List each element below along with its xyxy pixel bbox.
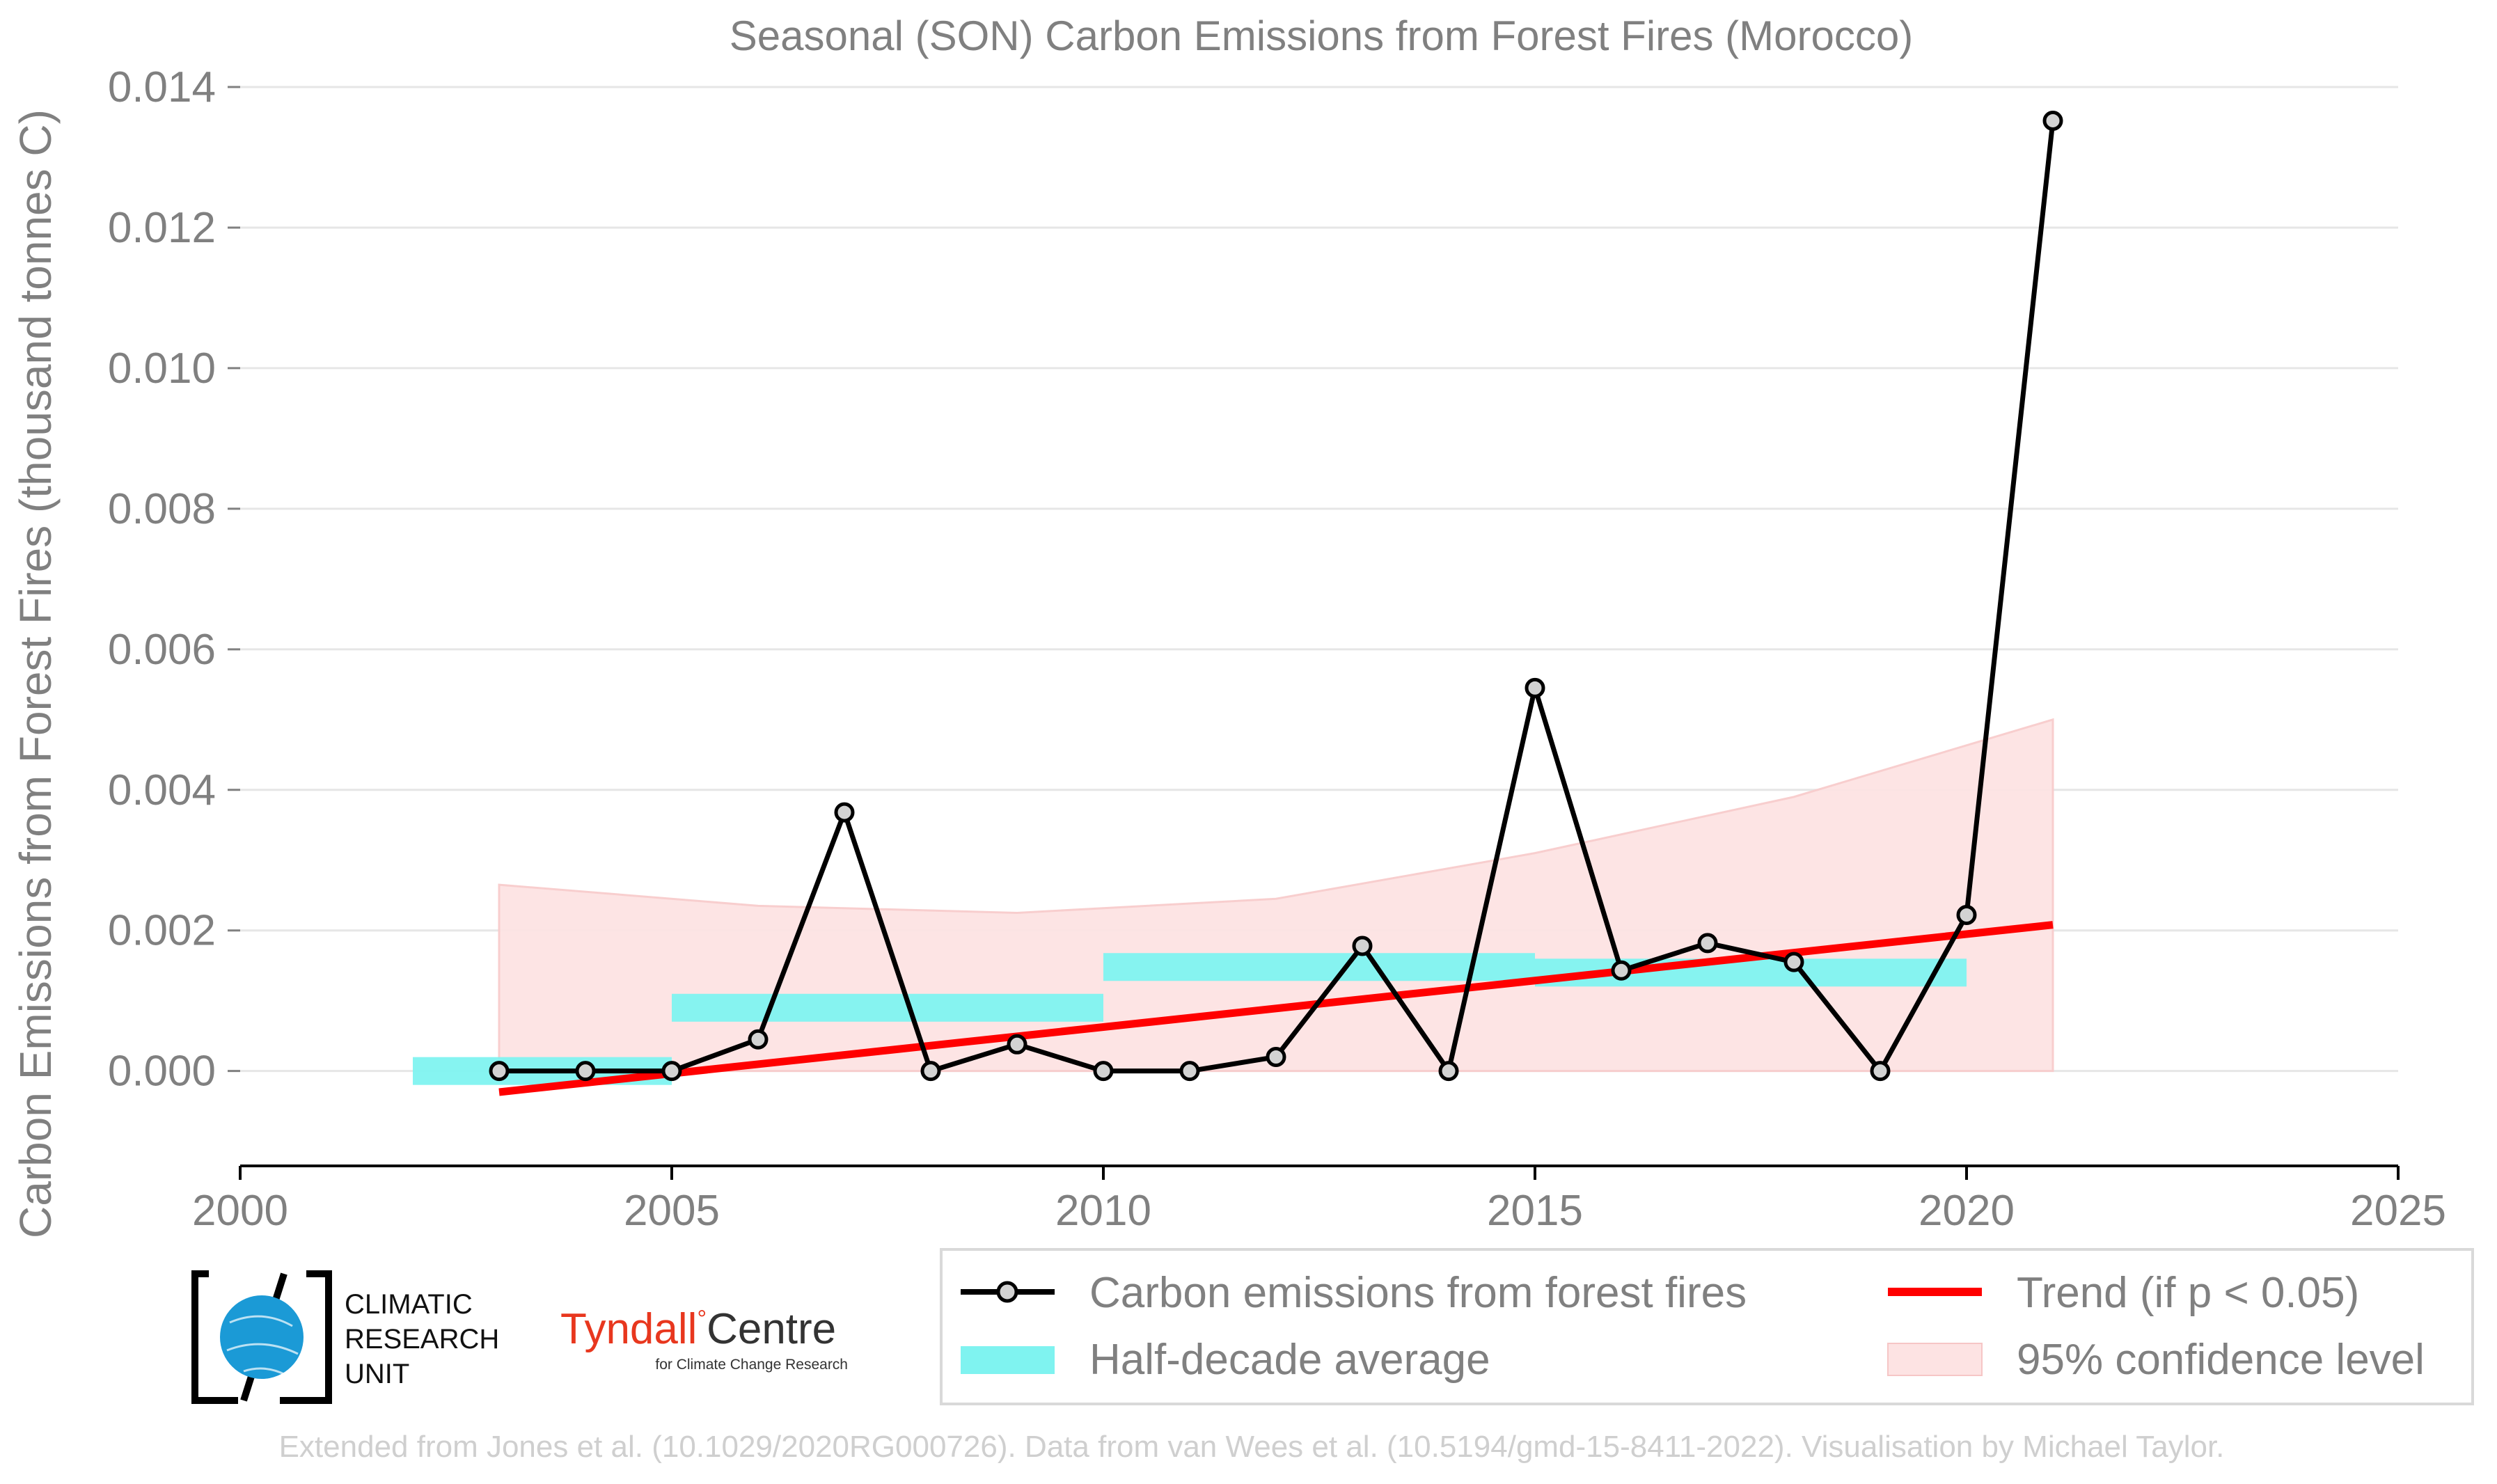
x-tick-label: 2025 xyxy=(2350,1187,2446,1235)
data-point xyxy=(1093,1061,1114,1082)
data-point xyxy=(489,1061,510,1082)
data-point xyxy=(1352,936,1373,956)
data-point xyxy=(1697,933,1718,954)
legend-box xyxy=(940,1248,2474,1405)
data-point xyxy=(920,1061,941,1082)
y-tick-label: 0.012 xyxy=(108,204,216,252)
tyndall-subtitle: for Climate Change Research xyxy=(655,1357,848,1373)
legend-label-trend: Trend (if p < 0.05) xyxy=(2017,1269,2359,1317)
y-tick-label: 0.000 xyxy=(108,1048,216,1096)
x-tick-label: 2010 xyxy=(1055,1187,1151,1235)
data-point xyxy=(1956,905,1977,926)
chart-title: Seasonal (SON) Carbon Emissions from For… xyxy=(730,13,1913,59)
y-tick-label: 0.006 xyxy=(108,626,216,674)
cru-logo: CLIMATIC RESEARCH UNIT xyxy=(191,1270,499,1404)
x-tick-label: 2015 xyxy=(1487,1187,1583,1235)
data-point xyxy=(1438,1061,1459,1082)
legend-label-emissions: Carbon emissions from forest fires xyxy=(1089,1269,1747,1317)
cru-line-3: UNIT xyxy=(345,1359,409,1389)
legend-label-half-decade: Half-decade average xyxy=(1089,1336,1490,1384)
y-tick-label: 0.004 xyxy=(108,766,216,814)
x-tick-label: 2020 xyxy=(1919,1187,2015,1235)
data-point xyxy=(575,1061,596,1082)
tyndall-centre: Centre xyxy=(707,1305,836,1353)
cru-line-2: RESEARCH xyxy=(345,1324,499,1355)
data-point xyxy=(1266,1046,1286,1067)
data-point xyxy=(1783,952,1804,972)
legend-marker-emissions xyxy=(996,1281,1018,1303)
y-tick-label: 0.002 xyxy=(108,907,216,955)
data-point xyxy=(1611,960,1632,981)
legend-label-confidence: 95% confidence level xyxy=(2017,1336,2425,1384)
half-decade-bar xyxy=(672,993,1103,1022)
data-point xyxy=(1007,1034,1027,1055)
legend-swatch-half-decade xyxy=(961,1346,1055,1374)
data-point xyxy=(661,1061,682,1082)
data-point xyxy=(1870,1061,1891,1082)
tyndall-logo: Tyndall°Centre for Climate Change Resear… xyxy=(560,1305,848,1373)
legend-swatch-confidence xyxy=(1887,1343,1983,1376)
data-point xyxy=(1525,677,1545,698)
svg-text:Tyndall°Centre: Tyndall°Centre xyxy=(560,1305,836,1353)
x-tick-label: 2000 xyxy=(192,1187,288,1235)
footer-credits: Extended from Jones et al. (10.1029/2020… xyxy=(279,1430,2225,1464)
half-decade-bar xyxy=(1103,953,1535,981)
legend: Carbon emissions from forest fires Half-… xyxy=(940,1248,2474,1405)
y-tick-label: 0.014 xyxy=(108,63,216,111)
y-tick-label: 0.008 xyxy=(108,485,216,533)
cru-line-1: CLIMATIC xyxy=(345,1289,473,1320)
x-tick-label: 2005 xyxy=(624,1187,720,1235)
data-point xyxy=(834,802,855,823)
globe-icon xyxy=(220,1295,304,1379)
cru-bracket xyxy=(191,1270,332,1404)
tyndall-degree: ° xyxy=(697,1306,707,1332)
emissions-series xyxy=(489,110,2063,1082)
data-point xyxy=(2042,110,2063,131)
y-axis-label: Carbon Emissions from Forest Fires (thou… xyxy=(10,109,61,1238)
data-point xyxy=(1179,1061,1200,1082)
axes: 0.000 0.002 0.004 0.006 0.008 0.010 0.012 0.014… xyxy=(108,63,2446,1235)
tyndall-name: Tyndall xyxy=(560,1305,697,1353)
y-tick-label: 0.010 xyxy=(108,345,216,393)
data-point xyxy=(748,1029,769,1050)
